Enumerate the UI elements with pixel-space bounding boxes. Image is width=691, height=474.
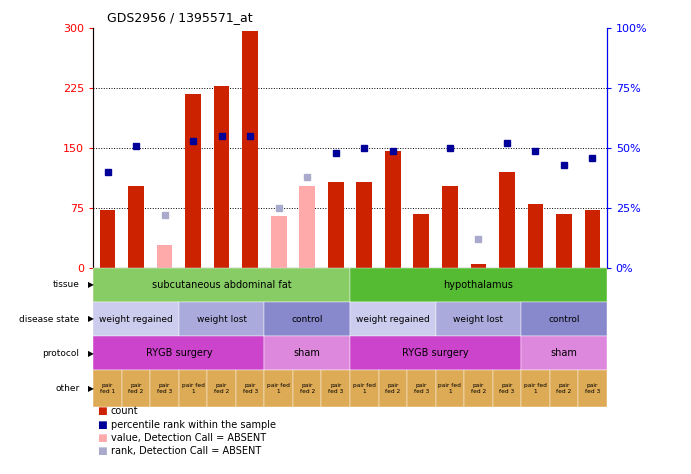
Text: ▶: ▶ <box>88 315 94 323</box>
Text: count: count <box>111 406 138 417</box>
Text: other: other <box>55 384 79 393</box>
Text: ■: ■ <box>97 446 106 456</box>
Text: sham: sham <box>294 348 321 358</box>
Text: pair fed
1: pair fed 1 <box>524 383 547 394</box>
Text: control: control <box>292 315 323 323</box>
Text: pair
fed 3: pair fed 3 <box>328 383 343 394</box>
Text: pair fed
1: pair fed 1 <box>438 383 462 394</box>
Bar <box>243 31 258 268</box>
Bar <box>413 214 429 268</box>
Text: ▶: ▶ <box>88 384 94 393</box>
Text: hypothalamus: hypothalamus <box>444 280 513 290</box>
Bar <box>271 216 287 268</box>
Text: RYGB surgery: RYGB surgery <box>402 348 469 358</box>
Text: percentile rank within the sample: percentile rank within the sample <box>111 419 276 430</box>
Text: RYGB surgery: RYGB surgery <box>146 348 212 358</box>
Text: pair
fed 2: pair fed 2 <box>214 383 229 394</box>
Text: protocol: protocol <box>42 349 79 357</box>
Bar <box>357 182 372 268</box>
Text: rank, Detection Call = ABSENT: rank, Detection Call = ABSENT <box>111 446 261 456</box>
Text: weight lost: weight lost <box>453 315 503 323</box>
Bar <box>556 214 571 268</box>
Text: pair fed
1: pair fed 1 <box>267 383 290 394</box>
Bar <box>527 204 543 268</box>
Text: ■: ■ <box>97 433 106 443</box>
Text: ▶: ▶ <box>88 281 94 289</box>
Bar <box>471 264 486 268</box>
Bar <box>385 151 401 268</box>
Bar <box>585 210 600 268</box>
Text: ▶: ▶ <box>88 349 94 357</box>
Text: pair
fed 2: pair fed 2 <box>556 383 571 394</box>
Bar <box>129 186 144 268</box>
Text: pair
fed 1: pair fed 1 <box>100 383 115 394</box>
Text: pair
fed 3: pair fed 3 <box>585 383 600 394</box>
Text: weight lost: weight lost <box>197 315 247 323</box>
Text: pair
fed 3: pair fed 3 <box>243 383 258 394</box>
Text: pair
fed 2: pair fed 2 <box>300 383 315 394</box>
Text: value, Detection Call = ABSENT: value, Detection Call = ABSENT <box>111 433 265 443</box>
Text: pair
fed 3: pair fed 3 <box>499 383 515 394</box>
Text: control: control <box>548 315 580 323</box>
Bar <box>100 210 115 268</box>
Bar <box>499 172 515 268</box>
Bar <box>214 86 229 268</box>
Text: weight regained: weight regained <box>100 315 173 323</box>
Text: pair
fed 3: pair fed 3 <box>414 383 429 394</box>
Text: pair
fed 2: pair fed 2 <box>129 383 144 394</box>
Text: ■: ■ <box>97 406 106 417</box>
Text: pair fed
1: pair fed 1 <box>182 383 205 394</box>
Text: pair fed
1: pair fed 1 <box>353 383 376 394</box>
Bar <box>185 94 201 268</box>
Text: subcutaneous abdominal fat: subcutaneous abdominal fat <box>152 280 292 290</box>
Text: disease state: disease state <box>19 315 79 323</box>
Text: pair
fed 3: pair fed 3 <box>157 383 172 394</box>
Text: tissue: tissue <box>53 281 79 289</box>
Text: sham: sham <box>551 348 578 358</box>
Bar <box>442 186 457 268</box>
Text: pair
fed 2: pair fed 2 <box>385 383 400 394</box>
Bar <box>299 186 315 268</box>
Bar <box>157 246 173 268</box>
Text: GDS2956 / 1395571_at: GDS2956 / 1395571_at <box>107 11 253 24</box>
Text: weight regained: weight regained <box>356 315 430 323</box>
Text: pair
fed 2: pair fed 2 <box>471 383 486 394</box>
Text: ■: ■ <box>97 419 106 430</box>
Bar <box>328 182 343 268</box>
